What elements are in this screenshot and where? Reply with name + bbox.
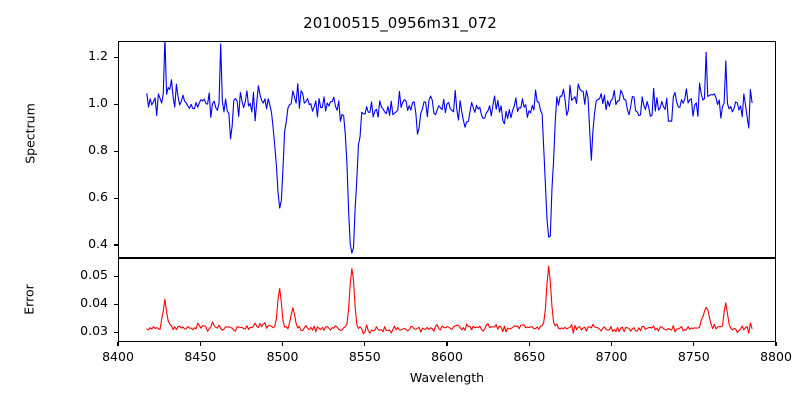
y-tick-mark-spectrum <box>114 103 118 105</box>
y-tick-label-error: 0.05 <box>80 267 108 283</box>
x-tick-label: 8600 <box>431 349 463 364</box>
x-tick-label: 8750 <box>677 349 710 364</box>
error-panel <box>118 258 776 342</box>
spectrum-axis-label: Spectrum <box>22 103 38 164</box>
y-tick-label-error: 0.03 <box>80 323 108 339</box>
x-tick-mark <box>610 342 613 346</box>
x-tick-label: 8700 <box>595 349 628 364</box>
y-tick-label-spectrum: 0.8 <box>88 142 108 158</box>
x-tick-label: 8500 <box>266 349 299 364</box>
x-tick-mark <box>364 342 366 346</box>
x-tick-mark <box>199 342 201 346</box>
spectrum-panel <box>118 41 776 258</box>
x-axis-label: Wavelength <box>409 370 485 385</box>
y-tick-mark-error <box>114 331 118 333</box>
error-axis-label: Error <box>21 284 37 315</box>
x-tick-mark <box>775 342 777 346</box>
x-tick-mark <box>693 342 695 346</box>
y-tick-label-spectrum: 1.2 <box>88 48 108 64</box>
x-tick-mark <box>117 342 119 346</box>
x-tick-mark <box>446 342 448 346</box>
page-title: 20100515_0956m31_072 <box>303 14 497 32</box>
spectrum-line-series <box>146 42 753 254</box>
y-tick-mark-spectrum <box>114 197 118 199</box>
x-tick-label: 8400 <box>102 349 134 364</box>
spectrum-trace <box>146 42 753 254</box>
y-tick-label-spectrum: 0.4 <box>88 236 108 252</box>
x-tick-label: 8650 <box>513 349 546 364</box>
y-tick-mark-spectrum <box>114 56 118 58</box>
y-tick-label-spectrum: 0.6 <box>88 189 108 205</box>
x-tick-mark <box>528 342 530 346</box>
y-tick-mark-spectrum <box>114 150 118 152</box>
x-tick-label: 8800 <box>760 349 792 364</box>
error-line-series <box>146 265 753 335</box>
y-tick-label-spectrum: 1.0 <box>88 95 108 111</box>
y-tick-mark-error <box>114 303 118 305</box>
error-trace <box>146 265 753 335</box>
x-tick-label: 8450 <box>184 349 217 364</box>
x-tick-mark <box>281 342 284 346</box>
y-tick-mark-error <box>114 275 118 277</box>
x-tick-label: 8550 <box>348 349 381 364</box>
y-tick-mark-spectrum <box>114 244 118 246</box>
y-tick-label-error: 0.04 <box>80 295 108 311</box>
